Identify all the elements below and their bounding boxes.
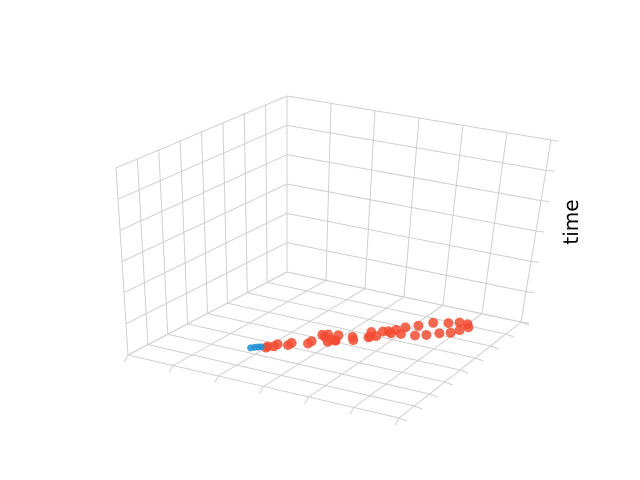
y-tick-mark bbox=[444, 381, 453, 386]
gridlines bbox=[115, 95, 552, 419]
data-point bbox=[286, 337, 297, 348]
data-point bbox=[330, 335, 341, 346]
z-tick-mark bbox=[550, 139, 560, 142]
back-wall-gridline-z bbox=[286, 95, 552, 141]
x-tick-mark bbox=[304, 396, 310, 405]
left-wall-gridline-z bbox=[125, 242, 288, 325]
floor-gridline-y bbox=[227, 302, 476, 359]
data-point bbox=[365, 331, 376, 342]
back-wall-gridline-z bbox=[286, 212, 532, 262]
left-wall-gridline-z bbox=[119, 154, 288, 231]
left-wall-gridline-z bbox=[115, 95, 288, 169]
x-tick-mark bbox=[123, 354, 129, 363]
y-tick-mark bbox=[505, 333, 514, 338]
z-tick-mark bbox=[525, 291, 535, 294]
data-point bbox=[262, 341, 273, 352]
back-wall-gridline-z bbox=[286, 154, 542, 202]
tick-marks bbox=[123, 139, 560, 426]
y-tick-mark bbox=[414, 405, 423, 410]
x-tick-mark bbox=[213, 375, 219, 384]
data-point bbox=[410, 330, 420, 341]
data-point bbox=[428, 317, 439, 328]
data-point bbox=[257, 343, 265, 351]
z-tick-mark bbox=[530, 260, 540, 263]
data-point bbox=[306, 336, 317, 347]
left-wall-gridline-z bbox=[127, 271, 288, 356]
x-tick-mark bbox=[349, 407, 355, 415]
y-tick-mark bbox=[429, 393, 438, 398]
x-tick-mark bbox=[394, 417, 400, 426]
x-tick-mark bbox=[168, 365, 174, 373]
back-wall-gridline-z bbox=[286, 271, 522, 323]
z-axis-label: time bbox=[559, 199, 583, 244]
data-point bbox=[421, 330, 432, 340]
z-tick-mark bbox=[535, 230, 545, 233]
y-tick-mark bbox=[490, 345, 499, 350]
z-tick-mark bbox=[540, 200, 550, 203]
data-point bbox=[443, 318, 454, 329]
data-point bbox=[454, 317, 465, 328]
z-tick-mark bbox=[520, 321, 530, 324]
left-wall-gridline-z bbox=[117, 124, 288, 200]
data-point bbox=[413, 320, 424, 331]
z-tick-mark bbox=[545, 169, 555, 172]
left-wall-gridline-z bbox=[121, 183, 288, 262]
data-point bbox=[463, 322, 474, 333]
x-tick-mark bbox=[259, 386, 264, 394]
data-point bbox=[396, 329, 406, 339]
data-point bbox=[383, 326, 394, 337]
y-tick-mark bbox=[475, 357, 484, 362]
floor-gridline-y bbox=[187, 323, 445, 383]
data-point bbox=[445, 327, 456, 338]
y-tick-mark bbox=[398, 417, 408, 422]
back-wall-gridline-z bbox=[286, 183, 537, 232]
data-point bbox=[347, 331, 358, 342]
floor-gridline-y bbox=[147, 344, 415, 407]
data-points bbox=[247, 317, 474, 353]
data-point bbox=[454, 325, 465, 336]
data-point bbox=[434, 328, 445, 339]
floor-gridline-y bbox=[167, 333, 430, 395]
y-tick-mark bbox=[459, 369, 469, 374]
back-wall-gridline-z bbox=[286, 242, 527, 293]
left-wall-gridline-z bbox=[123, 212, 288, 294]
back-wall-gridline-z bbox=[286, 124, 547, 171]
data-point bbox=[272, 339, 283, 350]
